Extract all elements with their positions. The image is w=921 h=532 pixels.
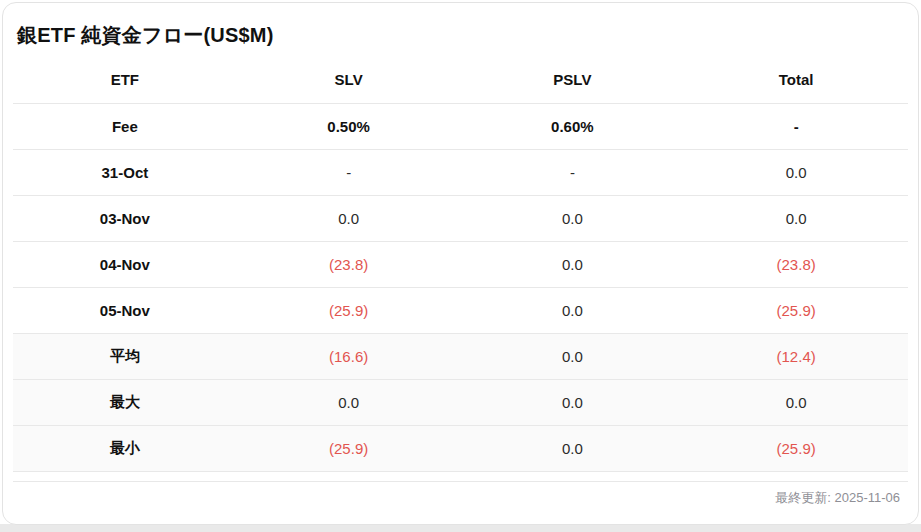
column-header-total: Total [684, 57, 908, 103]
column-header-slv: SLV [237, 57, 461, 103]
table-header-row: ETF SLV PSLV Total [13, 57, 908, 103]
table-row-average: 平均 (16.6) 0.0 (12.4) [13, 333, 908, 379]
cell-value: 0.0 [684, 379, 908, 425]
cell-value: 0.0 [684, 195, 908, 241]
table-row-03-nov: 03-Nov 0.0 0.0 0.0 [13, 195, 908, 241]
cell-value: 0.50% [237, 103, 461, 149]
cell-value: (25.9) [237, 425, 461, 471]
page-background-strip [0, 524, 921, 532]
cell-value: 0.0 [461, 241, 685, 287]
cell-value: (25.9) [684, 425, 908, 471]
cell-value: - [237, 149, 461, 195]
row-label: 最小 [13, 425, 237, 471]
cell-value: 0.60% [461, 103, 685, 149]
cell-value: 0.0 [461, 379, 685, 425]
cell-value: (25.9) [684, 287, 908, 333]
row-label: 平均 [13, 333, 237, 379]
cell-value: 0.0 [237, 379, 461, 425]
column-header-etf: ETF [13, 57, 237, 103]
row-label: 最大 [13, 379, 237, 425]
cell-value: (23.8) [684, 241, 908, 287]
card-footer: 最終更新: 2025-11-06 [13, 481, 908, 515]
silver-etf-flow-card: 銀ETF 純資金フロー(US$M) ETF SLV PSLV Total Fee… [2, 2, 919, 525]
etf-flow-table-container: ETF SLV PSLV Total Fee 0.50% 0.60% - 31-… [13, 57, 908, 472]
column-header-pslv: PSLV [461, 57, 685, 103]
table-row-05-nov: 05-Nov (25.9) 0.0 (25.9) [13, 287, 908, 333]
table-row-min: 最小 (25.9) 0.0 (25.9) [13, 425, 908, 471]
table-row-04-nov: 04-Nov (23.8) 0.0 (23.8) [13, 241, 908, 287]
last-updated-label: 最終更新: 2025-11-06 [775, 489, 900, 507]
row-label: 04-Nov [13, 241, 237, 287]
table-row-31-oct: 31-Oct - - 0.0 [13, 149, 908, 195]
cell-value: 0.0 [461, 333, 685, 379]
row-label: 31-Oct [13, 149, 237, 195]
row-label: 05-Nov [13, 287, 237, 333]
row-label: 03-Nov [13, 195, 237, 241]
etf-flow-table: ETF SLV PSLV Total Fee 0.50% 0.60% - 31-… [13, 57, 908, 472]
cell-value: 0.0 [684, 149, 908, 195]
cell-value: (12.4) [684, 333, 908, 379]
cell-value: (16.6) [237, 333, 461, 379]
cell-value: 0.0 [461, 195, 685, 241]
cell-value: (23.8) [237, 241, 461, 287]
cell-value: - [461, 149, 685, 195]
cell-value: - [684, 103, 908, 149]
cell-value: 0.0 [461, 287, 685, 333]
table-row-fee: Fee 0.50% 0.60% - [13, 103, 908, 149]
cell-value: 0.0 [461, 425, 685, 471]
cell-value: (25.9) [237, 287, 461, 333]
card-title: 銀ETF 純資金フロー(US$M) [3, 3, 918, 47]
cell-value: 0.0 [237, 195, 461, 241]
table-row-max: 最大 0.0 0.0 0.0 [13, 379, 908, 425]
row-label: Fee [13, 103, 237, 149]
